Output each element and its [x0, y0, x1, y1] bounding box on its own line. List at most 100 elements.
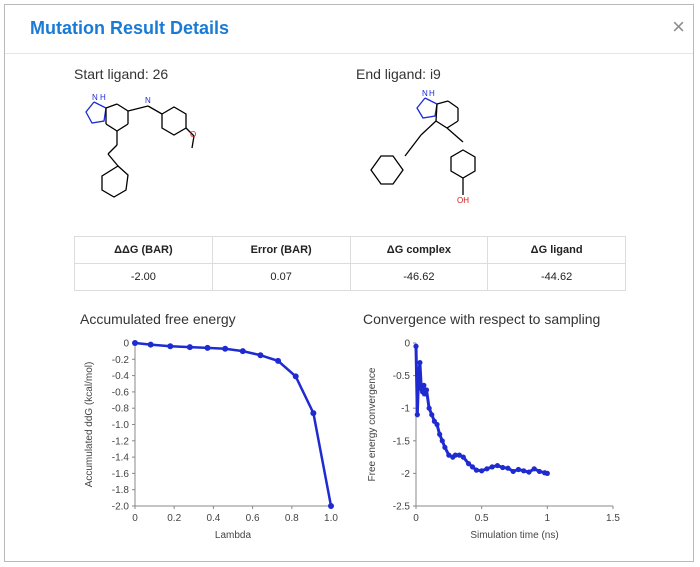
atom-label-oh: OH: [457, 196, 469, 205]
y-tick-label: -2.5: [393, 502, 411, 513]
end-ligand-structure: N H OH: [370, 90, 476, 205]
data-point: [186, 344, 193, 351]
data-point: [422, 391, 428, 397]
data-point: [222, 345, 229, 352]
data-point: [437, 431, 443, 437]
x-tick-label: 1.0: [324, 513, 338, 524]
results-table: ΔΔG (BAR) Error (BAR) ΔG complex ΔG liga…: [74, 236, 626, 291]
data-point: [426, 405, 432, 411]
data-point: [442, 444, 448, 450]
x-tick-label: 0: [413, 513, 419, 524]
x-tick-label: 0.4: [206, 513, 220, 524]
y-tick-label: 0: [404, 339, 410, 350]
y-tick-label: -1.5: [393, 436, 411, 447]
table-row: -2.00 0.07 -46.62 -44.62: [74, 263, 626, 291]
chart-title-convergence: Convergence with respect to sampling: [363, 311, 601, 327]
data-point: [479, 468, 485, 474]
data-point: [275, 357, 282, 364]
y-axis-label: Accumulated ddG (kcal/mol): [84, 362, 95, 488]
end-ligand-title: End ligand: i9: [356, 66, 441, 82]
data-point: [147, 341, 154, 348]
data-point: [460, 454, 466, 460]
close-icon[interactable]: ×: [672, 14, 685, 39]
header-dg-ligand: ΔG ligand: [487, 236, 626, 264]
data-point: [429, 412, 435, 418]
x-tick-label: 0.2: [167, 513, 181, 524]
data-point: [489, 464, 495, 470]
data-point: [544, 470, 550, 476]
data-point: [521, 468, 527, 474]
data-point: [416, 373, 422, 379]
y-tick-label: -0.5: [393, 371, 411, 382]
y-tick-label: -1.0: [112, 420, 130, 431]
y-tick-label: -1.4: [112, 453, 130, 464]
data-point: [423, 387, 430, 393]
accumulated-free-energy-chart: 0 -0.2 -0.4 -0.6 -0.8 -1.0 -1.2 -1.4 -1.6 -1.8 -2.…: [84, 339, 338, 542]
data-point: [536, 468, 543, 475]
data-point: [310, 410, 317, 417]
value-dg-complex: -46.62: [349, 263, 489, 291]
x-tick-label: 0.6: [246, 513, 260, 524]
data-point: [494, 462, 501, 469]
data-point: [292, 373, 299, 380]
value-dg-ligand: -44.62: [487, 263, 626, 291]
chart-title-accumulated: Accumulated free energy: [80, 311, 236, 327]
x-tick-label: 0.8: [285, 513, 299, 524]
data-point: [413, 343, 419, 349]
data-point: [328, 503, 334, 509]
data-point: [167, 343, 174, 350]
data-point: [439, 438, 445, 444]
atom-label-h: H: [100, 93, 106, 102]
data-point: [500, 464, 506, 471]
data-point: [531, 466, 537, 472]
value-error-bar: 0.07: [211, 263, 351, 291]
y-tick-label: -1.6: [112, 469, 130, 480]
data-point: [505, 465, 511, 471]
data-point: [239, 348, 246, 355]
y-axis-label: Free energy convergence: [367, 367, 378, 481]
x-tick-label: 1: [545, 513, 551, 524]
y-tick-label: -0.6: [112, 387, 130, 398]
x-tick-label: 0.5: [475, 513, 489, 524]
x-tick-label: 0: [132, 513, 138, 524]
data-point: [452, 452, 458, 458]
y-tick-label: -0.2: [112, 355, 130, 366]
header-error-bar: Error (BAR): [211, 236, 351, 264]
dialog-header: Mutation Result Details ×: [5, 5, 693, 54]
data-point: [526, 469, 532, 475]
data-point: [484, 466, 490, 472]
data-point: [132, 340, 138, 346]
data-point: [421, 382, 427, 388]
y-tick-label: -0.8: [112, 404, 130, 415]
y-tick-label: -1.8: [112, 485, 130, 496]
header-dg-complex: ΔG complex: [349, 236, 489, 264]
dialog-title: Mutation Result Details: [30, 18, 230, 38]
x-tick-label: 1.5: [606, 513, 620, 524]
data-point: [515, 466, 522, 473]
data-point: [473, 467, 480, 473]
atom-label-n: N: [145, 96, 151, 105]
y-tick-label: 0: [123, 339, 129, 350]
data-point: [446, 452, 452, 458]
series-line: [414, 346, 548, 475]
y-tick-label: -2: [401, 469, 410, 480]
header-ddg-bar: ΔΔG (BAR): [74, 236, 213, 264]
data-point: [414, 412, 420, 418]
x-axis-label: Simulation time (ns): [470, 530, 558, 541]
data-point: [510, 468, 516, 475]
data-point: [434, 421, 440, 428]
data-point: [456, 452, 462, 458]
atom-label-hn: N: [422, 90, 428, 98]
data-point: [204, 344, 211, 351]
data-point: [469, 464, 476, 470]
value-ddg-bar: -2.00: [74, 263, 213, 291]
x-axis-label: Lambda: [215, 530, 252, 541]
y-tick-label: -1: [401, 404, 410, 415]
start-ligand-title: Start ligand: 26: [74, 66, 169, 82]
series-line: [134, 341, 333, 507]
atom-label-o: O: [190, 130, 196, 139]
data-point: [417, 359, 423, 366]
y-tick-label: -2.0: [112, 502, 130, 513]
start-ligand-structure: N H N O: [85, 93, 196, 198]
